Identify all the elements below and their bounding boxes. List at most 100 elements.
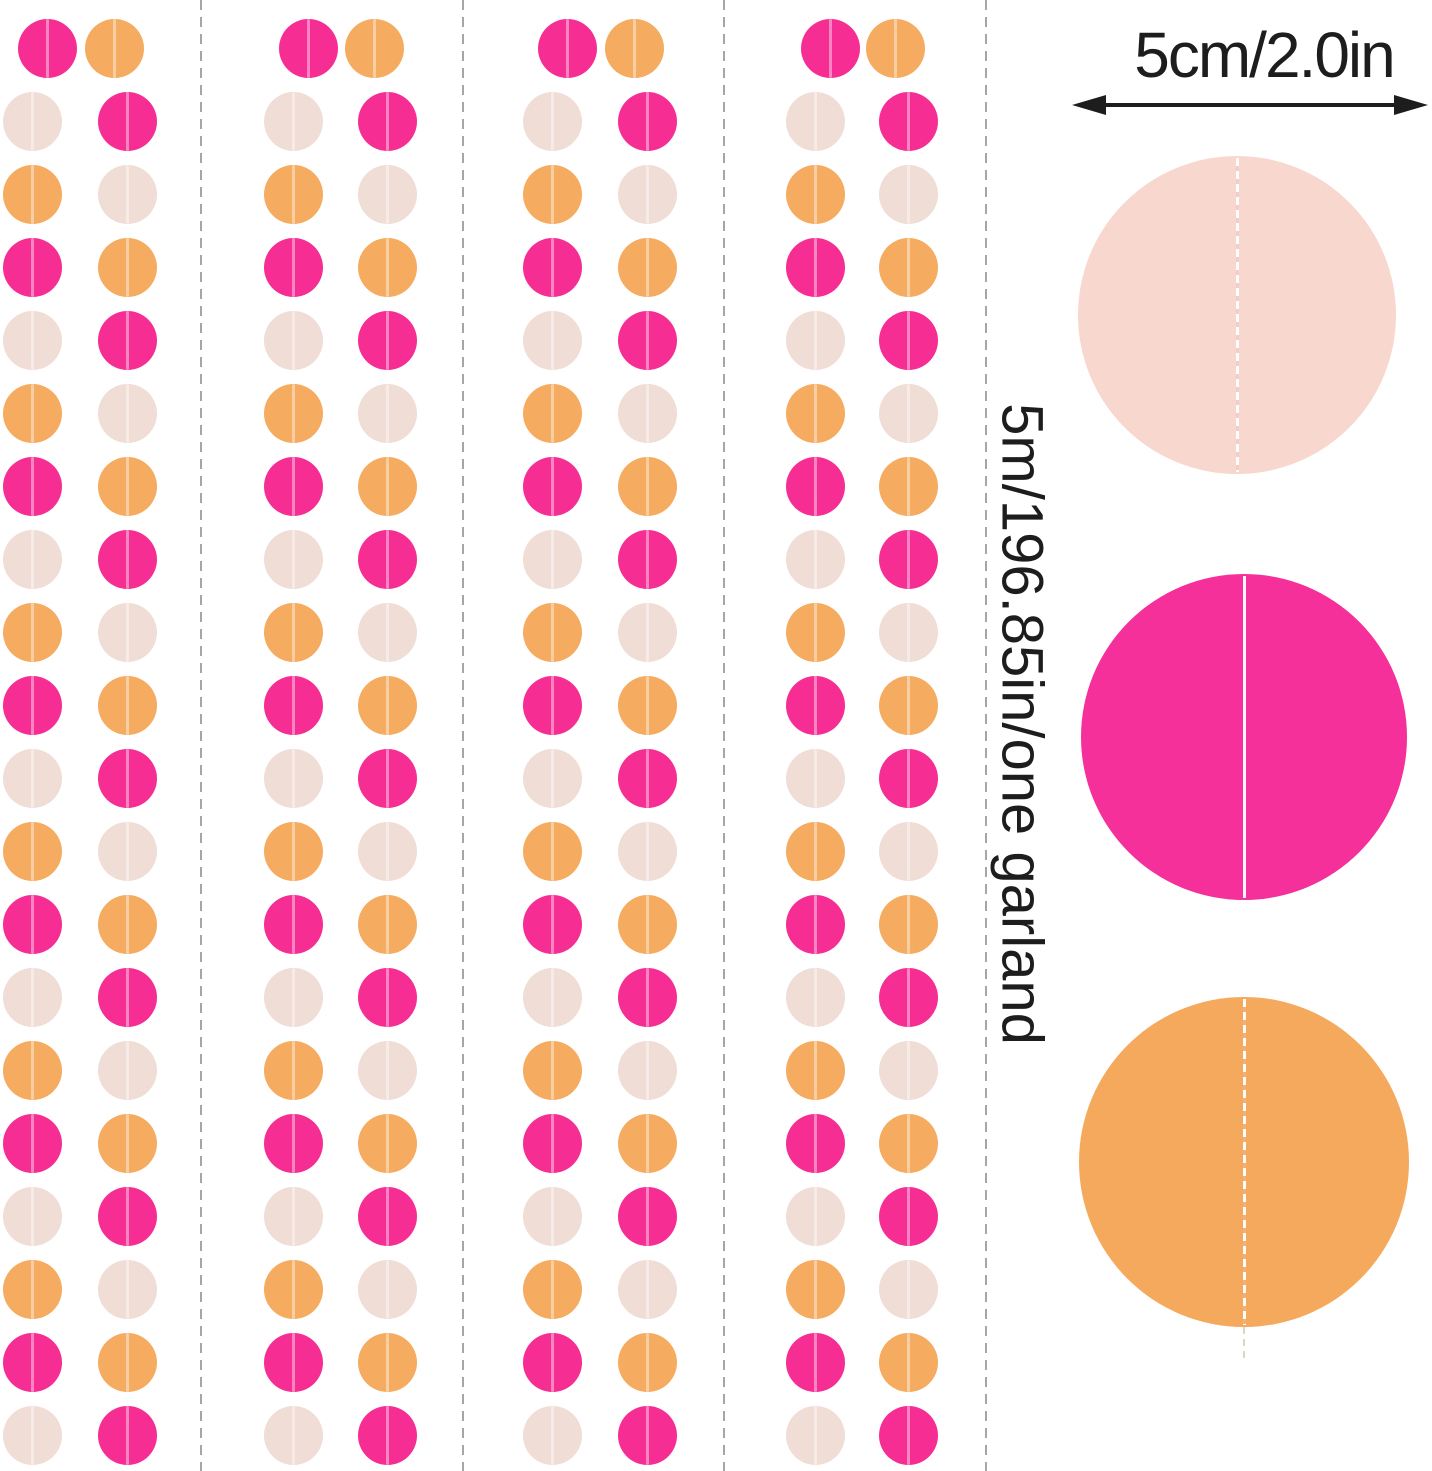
garland-circle-cream (522, 311, 582, 370)
garland-circle-orange (2, 603, 62, 662)
stitch-thread-icon (125, 968, 129, 1027)
garland-circle-orange (84, 19, 144, 78)
garland-circle-pink (263, 1333, 323, 1392)
garland-circle-pink (97, 749, 157, 808)
garland-circle-orange (522, 384, 582, 443)
cream-sample-circle (1078, 156, 1396, 474)
stitch-thread-icon (906, 1333, 910, 1392)
dashed-divider (723, 0, 725, 1471)
stitch-thread-icon (550, 238, 554, 297)
stitch-thread-icon (30, 92, 34, 151)
stitch-thread-icon (385, 384, 389, 443)
stitch-thread-icon (906, 92, 910, 151)
garland-circle-pink (785, 676, 845, 735)
dashed-divider (462, 0, 464, 1471)
stitch-thread-icon (550, 1187, 554, 1246)
garland-circle-orange (785, 603, 845, 662)
garland-circle-cream (878, 384, 938, 443)
stitch-thread-icon (291, 1114, 295, 1173)
stitch-thread-icon (125, 530, 129, 589)
stitch-thread-icon (645, 1041, 649, 1100)
garland-circle-pink (97, 92, 157, 151)
garland-circle-orange (2, 822, 62, 881)
garland-circle-cream (878, 165, 938, 224)
stitch-thread-icon (906, 603, 910, 662)
garland-circle-cream (617, 165, 677, 224)
garland-circle-pink (2, 1114, 62, 1173)
stitch-thread-icon (385, 457, 389, 516)
garland-circle-orange (263, 603, 323, 662)
garland-circle-pink (785, 457, 845, 516)
stitch-thread-icon (813, 1187, 817, 1246)
stitch-thread-icon (813, 895, 817, 954)
garland-circle-pink (2, 238, 62, 297)
stitch-thread-icon (291, 676, 295, 735)
garland-circle-orange (263, 1260, 323, 1319)
garland-circle-pink (617, 311, 677, 370)
garland-circle-orange (522, 822, 582, 881)
orange-sample-circle (1079, 997, 1409, 1327)
garland-circle-cream (785, 1187, 845, 1246)
garland-circle-cream (2, 1406, 62, 1465)
stitch-thread-icon (291, 895, 295, 954)
stitch-thread-icon (30, 165, 34, 224)
stitch-thread-icon (1242, 999, 1246, 1325)
stitch-thread-icon (550, 1406, 554, 1465)
garland-circle-orange (357, 895, 417, 954)
stitch-thread-icon (125, 895, 129, 954)
stitch-thread-icon (906, 530, 910, 589)
stitch-thread-icon (291, 822, 295, 881)
garland-circle-orange (344, 19, 404, 78)
garland-circle-orange (878, 676, 938, 735)
garland-circle-cream (617, 822, 677, 881)
stitch-thread-icon (813, 92, 817, 151)
stitch-thread-icon (550, 968, 554, 1027)
garland-circle-cream (785, 92, 845, 151)
stitch-thread-icon (550, 384, 554, 443)
stitch-thread-icon (385, 749, 389, 808)
garland-circle-pink (522, 1333, 582, 1392)
garland-circle-cream (263, 92, 323, 151)
garland-circle-orange (2, 165, 62, 224)
garland-circle-orange (785, 1041, 845, 1100)
garland-circle-orange (263, 384, 323, 443)
garland-circle-cream (2, 92, 62, 151)
stitch-thread-icon (645, 749, 649, 808)
stitch-thread-icon (30, 384, 34, 443)
stitch-thread-icon (813, 530, 817, 589)
garland-circle-orange (357, 676, 417, 735)
stitch-thread-icon (385, 238, 389, 297)
garland-circle-pink (17, 19, 77, 78)
garland-circle-orange (878, 1114, 938, 1173)
garland-circle-cream (522, 92, 582, 151)
stitch-thread-icon (632, 19, 636, 78)
stitch-thread-icon (385, 895, 389, 954)
garland-circle-cream (785, 530, 845, 589)
garland-circle-pink (263, 238, 323, 297)
stitch-thread-icon (125, 1333, 129, 1392)
garland-circle-cream (522, 1406, 582, 1465)
stitch-thread-icon (645, 1260, 649, 1319)
garland-circle-cream (263, 311, 323, 370)
stitch-thread-icon (906, 165, 910, 224)
stitch-thread-icon (1242, 576, 1246, 898)
garland-circle-orange (2, 1041, 62, 1100)
garland-circle-pink (357, 530, 417, 589)
garland-circle-orange (97, 895, 157, 954)
garland-circle-cream (522, 1187, 582, 1246)
garland-circle-cream (785, 1406, 845, 1465)
stitch-thread-icon (30, 1260, 34, 1319)
pink-sample-circle (1081, 574, 1407, 900)
stitch-thread-icon (30, 1333, 34, 1392)
garland-circle-pink (878, 968, 938, 1027)
garland-circle-cream (97, 603, 157, 662)
stitch-thread-icon (30, 311, 34, 370)
stitch-thread-icon (30, 457, 34, 516)
thread-tail (1243, 1327, 1245, 1359)
stitch-thread-icon (813, 1333, 817, 1392)
garland-circle-pink (97, 530, 157, 589)
stitch-thread-icon (372, 19, 376, 78)
stitch-thread-icon (906, 1260, 910, 1319)
garland-circle-cream (97, 384, 157, 443)
garland-circle-pink (878, 749, 938, 808)
